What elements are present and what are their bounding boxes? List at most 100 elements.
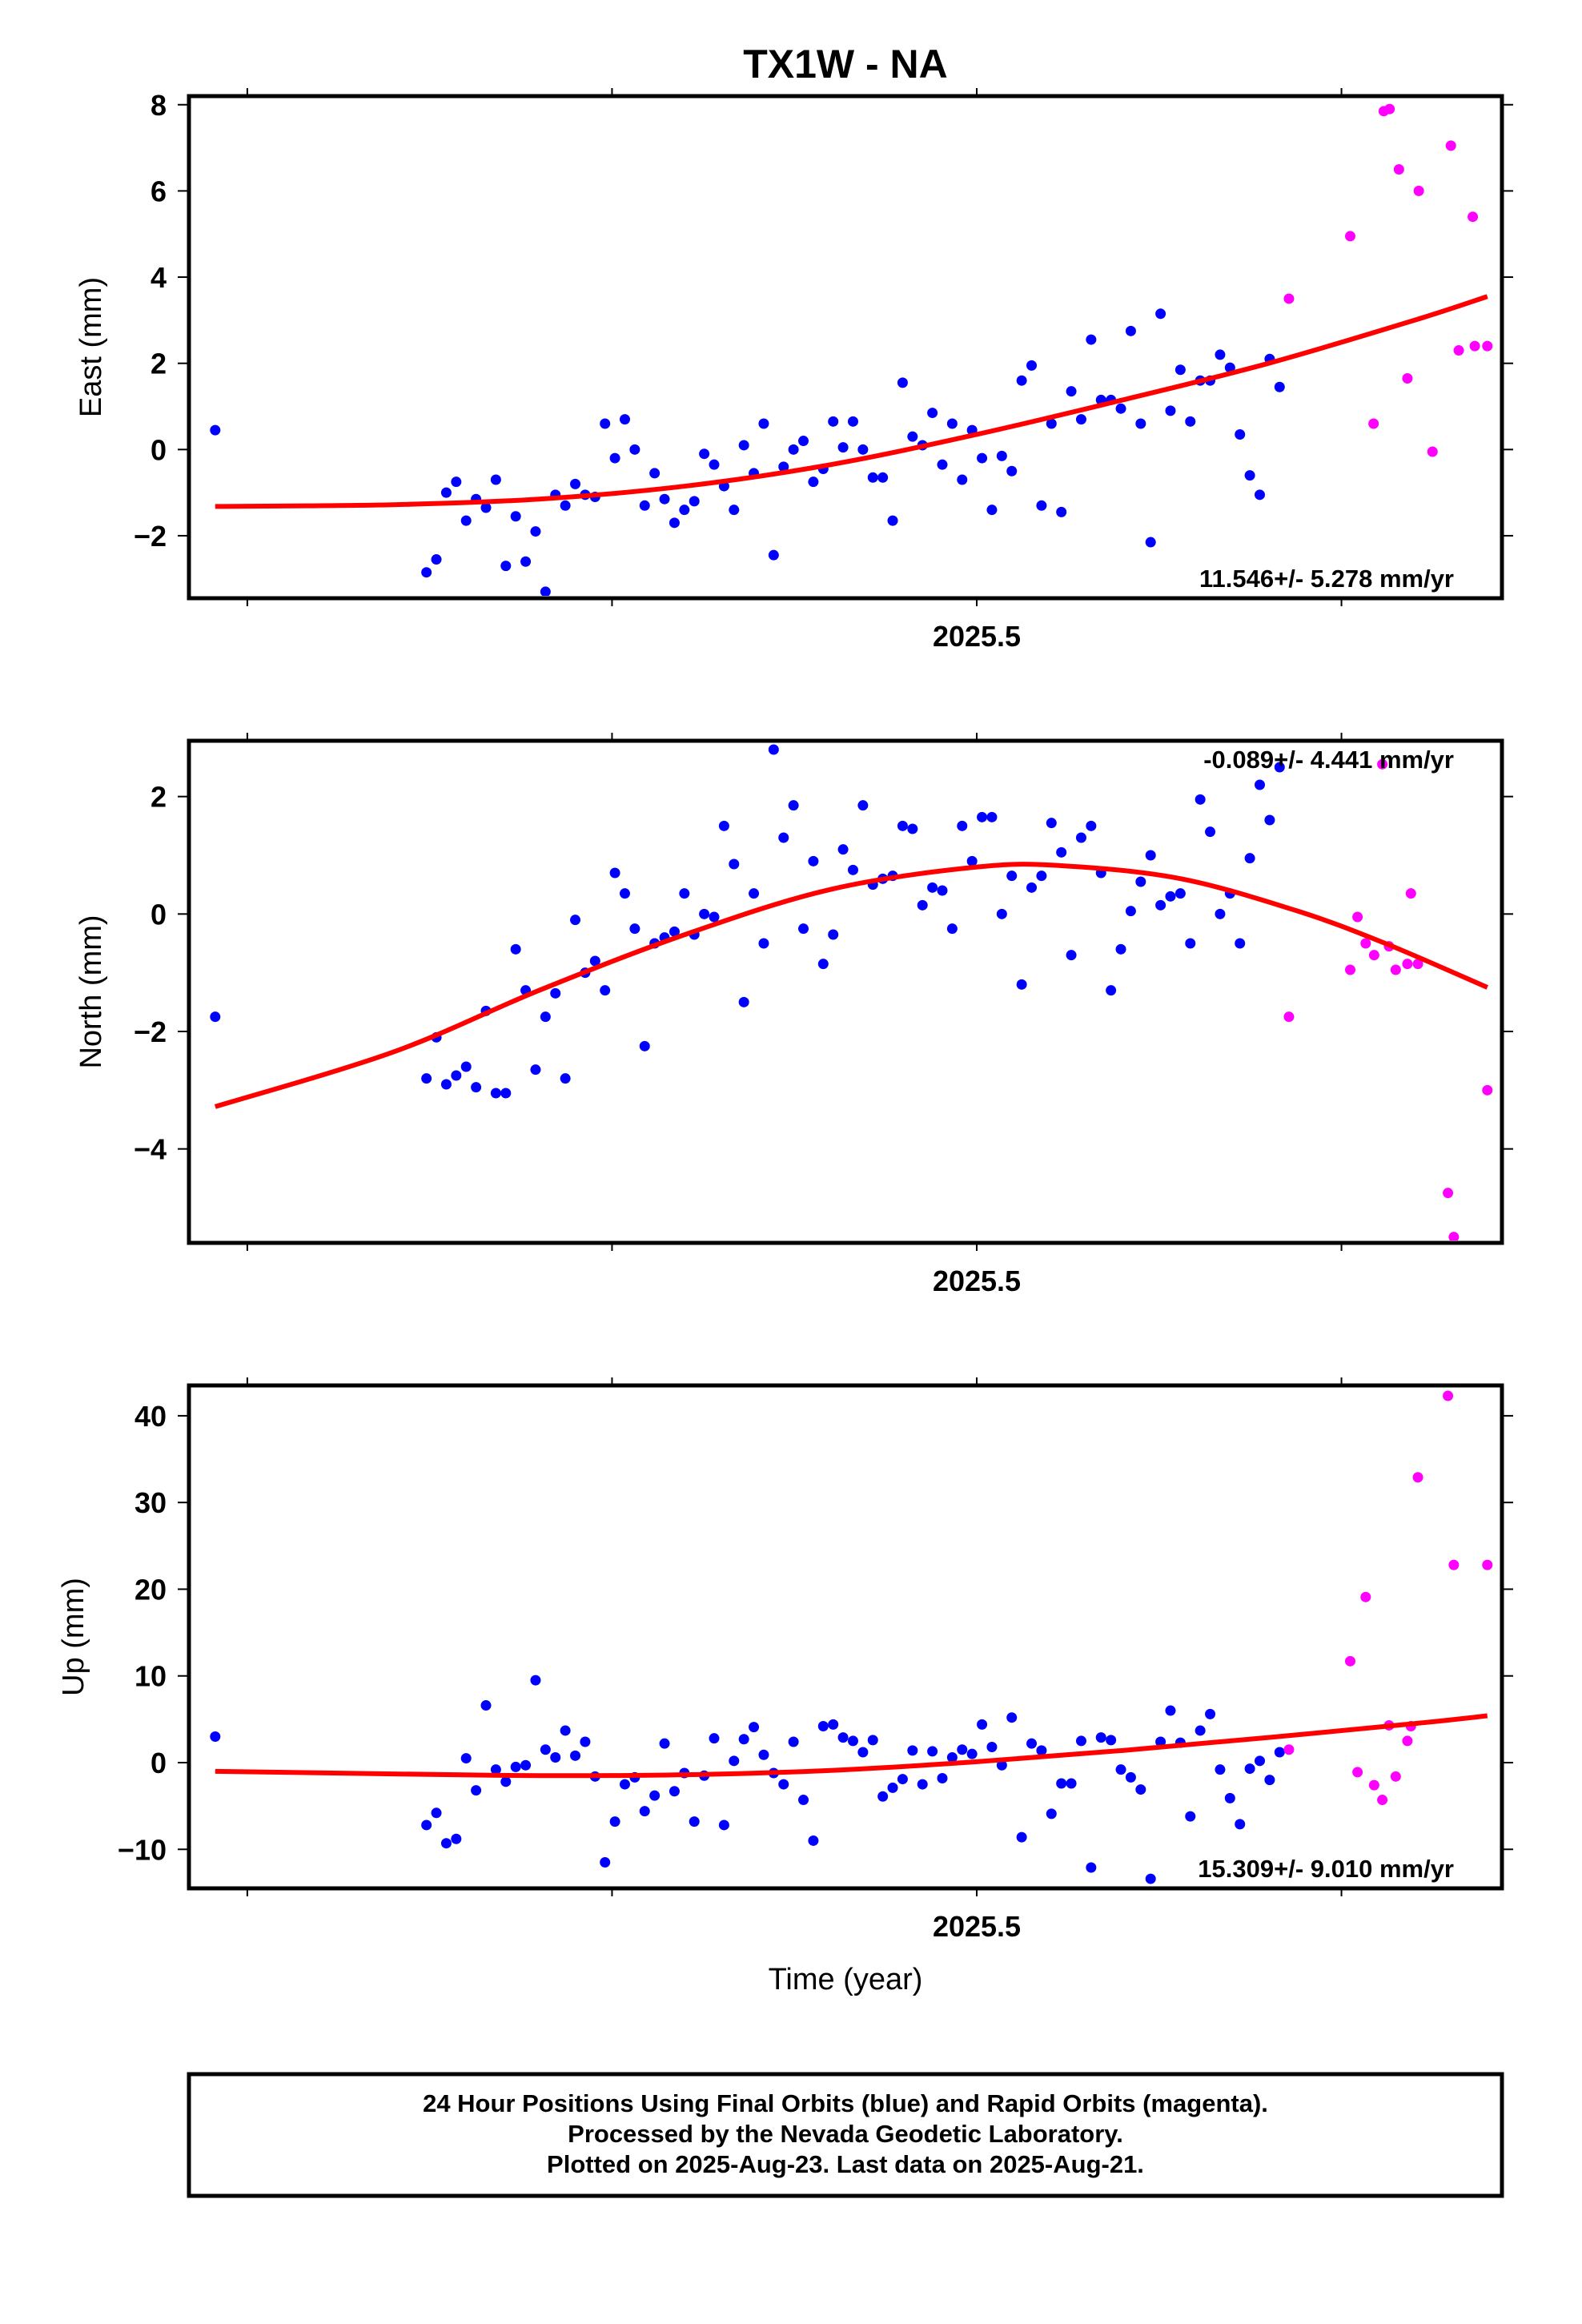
north-y-tick-label: 0 [151,898,167,931]
north-final-point [738,996,749,1007]
up-final-point [1215,1764,1226,1775]
east-panel: 2025.5 −2 0 2 4 6 8 East (mm) 11.546+/- 5.278 mm… [74,88,1513,653]
east-final-point [937,459,948,470]
north-final-point [669,926,680,937]
east-final-point [1155,308,1166,320]
up-final-point [738,1734,749,1745]
east-final-point [1115,403,1126,414]
north-final-point [798,923,809,935]
footer-line-3: Plotted on 2025-Aug-23. Last data on 202… [547,2150,1144,2178]
up-final-point [1264,1775,1275,1786]
north-final-point [699,908,710,919]
east-final-point [1086,334,1097,345]
east-y-tick-label: 0 [151,433,167,466]
up-rapid-point [1283,1744,1295,1755]
up-y-tick-label: 0 [151,1747,167,1779]
east-final-point [1026,360,1038,371]
up-final-point [1135,1784,1146,1795]
north-final-point [1066,950,1077,961]
east-rapid-point [1402,373,1413,384]
east-final-point [1006,465,1018,476]
up-rapid-point [1360,1591,1371,1602]
north-rapid-point [1402,959,1413,970]
north-rapid-point [1443,1188,1454,1199]
east-frame [187,94,1504,601]
east-y-tick-label: 8 [151,89,167,122]
east-final-point [946,418,958,429]
up-final-point [1255,1755,1266,1767]
north-final-point [1174,888,1186,899]
north-final-point [1274,762,1285,773]
east-rapid-point [1427,446,1438,457]
north-final-point [749,888,760,899]
north-final-point [986,811,998,822]
up-final-point [718,1819,729,1831]
chart-title: TX1W - NA [743,42,948,86]
east-final-point [210,424,221,436]
up-final-point [817,1721,829,1732]
north-rapid-point [1368,950,1379,961]
east-final-point [480,502,492,513]
east-rapid-point [1482,340,1493,352]
east-y-axis-label: East (mm) [74,277,108,417]
up-final-point [887,1782,898,1793]
up-final-point [828,1719,839,1730]
east-final-point [699,448,710,460]
east-final-point [1255,489,1266,501]
east-rapid-point [1468,211,1479,223]
up-rapid-point [1352,1767,1363,1778]
north-x-tick-label: 2025.5 [933,1265,1021,1297]
north-final-point [619,888,630,899]
east-rapid-point [1453,345,1464,356]
east-final-point [927,408,938,419]
north-final-point [1165,891,1176,902]
north-final-point [510,943,521,955]
up-final-point [1205,1708,1216,1719]
east-final-point [1235,428,1246,440]
north-final-point [917,899,928,911]
x-axis-label: Time (year) [769,1963,923,1996]
up-final-point [431,1807,442,1819]
north-final-point [460,1061,472,1072]
north-final-point [768,744,779,755]
east-final-point [778,461,789,472]
north-final-point [421,1073,432,1084]
east-final-point [897,377,908,388]
east-rapid-point [1283,293,1295,304]
north-rapid-point [1412,959,1423,970]
east-final-point [520,556,532,567]
north-final-point [550,987,561,999]
up-final-point [619,1779,630,1790]
north-final-point [500,1088,512,1099]
north-final-point [1125,906,1136,917]
up-final-point [1125,1771,1136,1783]
east-final-point [659,493,670,505]
north-final-point [609,867,620,879]
east-final-point [609,452,620,464]
east-final-point [540,586,551,596]
east-final-point [798,436,809,447]
east-final-point [619,414,630,425]
east-final-point [689,496,700,507]
east-final-point [837,442,849,453]
east-final-point [530,526,541,537]
east-final-point [490,474,501,485]
up-data [210,1390,1493,1884]
north-final-point [530,1064,541,1076]
north-final-point [1075,832,1086,843]
up-final-point [659,1738,670,1749]
east-final-point [600,418,611,429]
up-final-point [1006,1712,1018,1723]
up-final-point [709,1733,720,1744]
up-final-point [1036,1745,1047,1756]
east-final-point [510,511,521,522]
up-final-point [798,1795,809,1806]
east-rapid-point [1384,103,1395,115]
up-rapid-point [1368,1779,1379,1791]
north-final-point [471,1082,482,1093]
east-final-point [1056,506,1067,517]
up-final-point [937,1772,948,1783]
north-rapid-point [1448,1232,1460,1240]
east-final-point [1016,375,1027,386]
